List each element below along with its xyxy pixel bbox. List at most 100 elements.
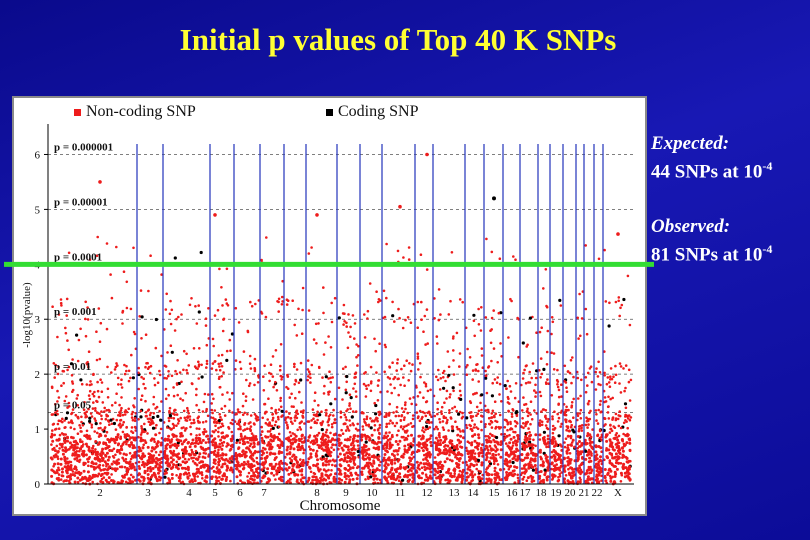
noncoding-snp-point — [596, 466, 600, 470]
noncoding-snp-point — [480, 408, 483, 412]
noncoding-snp-point — [338, 472, 341, 476]
noncoding-snp-point — [404, 318, 407, 322]
noncoding-snp-point — [247, 480, 251, 484]
noncoding-snp-point — [330, 469, 333, 472]
noncoding-snp-point — [506, 421, 510, 424]
noncoding-snp-point — [121, 442, 125, 446]
noncoding-snp-point — [556, 467, 560, 471]
noncoding-snp-point — [94, 473, 98, 477]
noncoding-snp-point — [436, 464, 440, 468]
noncoding-snp-point — [110, 462, 114, 466]
noncoding-snp-point — [146, 409, 150, 412]
noncoding-snp-point — [133, 425, 137, 429]
noncoding-snp-point — [505, 451, 509, 455]
noncoding-snp-point — [470, 443, 474, 447]
noncoding-snp-point — [180, 431, 183, 435]
noncoding-snp-point — [545, 350, 549, 354]
noncoding-snp-point — [211, 443, 215, 447]
noncoding-snp-point — [105, 242, 109, 245]
noncoding-snp-point — [312, 417, 315, 421]
noncoding-snp-point — [347, 464, 351, 467]
noncoding-snp-point — [242, 350, 246, 353]
noncoding-snp-point — [332, 475, 336, 479]
noncoding-snp-point — [180, 434, 184, 438]
noncoding-snp-point — [438, 480, 442, 483]
noncoding-snp-point — [191, 442, 195, 445]
noncoding-snp-point — [533, 464, 537, 467]
noncoding-snp-point — [225, 434, 229, 438]
noncoding-snp-point — [59, 301, 63, 305]
noncoding-snp-point — [76, 480, 80, 484]
noncoding-snp-point — [374, 447, 378, 451]
noncoding-snp-point — [564, 474, 568, 477]
noncoding-snp-point — [497, 475, 501, 479]
noncoding-snp-point — [511, 469, 515, 473]
noncoding-snp-point — [288, 457, 292, 460]
noncoding-snp-point — [188, 418, 192, 421]
noncoding-snp-point — [107, 455, 111, 459]
noncoding-snp-point — [564, 420, 568, 424]
noncoding-snp-point — [307, 309, 311, 312]
noncoding-snp-point — [619, 480, 623, 483]
coding-snp-point — [584, 449, 588, 453]
noncoding-snp-point — [99, 378, 102, 382]
noncoding-snp-point — [411, 476, 415, 479]
noncoding-snp-point — [76, 476, 80, 480]
noncoding-snp-point — [322, 440, 326, 443]
noncoding-snp-point — [300, 468, 304, 471]
noncoding-snp-point — [71, 452, 75, 456]
noncoding-snp-point — [528, 437, 532, 441]
noncoding-snp-point — [360, 435, 364, 438]
noncoding-snp-point — [550, 394, 554, 397]
noncoding-snp-point — [443, 440, 446, 444]
noncoding-snp-point — [403, 384, 406, 388]
noncoding-snp-point — [345, 380, 349, 384]
noncoding-snp-point — [485, 237, 488, 241]
noncoding-snp-point — [288, 396, 292, 399]
noncoding-snp-point — [150, 474, 154, 477]
noncoding-snp-point — [91, 407, 95, 410]
noncoding-snp-point — [595, 367, 598, 370]
noncoding-snp-point — [175, 317, 178, 321]
noncoding-snp-point — [442, 416, 446, 420]
noncoding-snp-point — [514, 458, 518, 462]
noncoding-snp-point — [87, 464, 90, 468]
noncoding-snp-point — [473, 334, 477, 338]
noncoding-snp-point — [206, 434, 209, 438]
noncoding-snp-point — [277, 462, 281, 466]
noncoding-snp-point — [260, 425, 264, 429]
noncoding-snp-point — [192, 421, 196, 425]
noncoding-snp-point — [220, 407, 223, 411]
noncoding-snp-point — [241, 449, 245, 453]
coding-snp-point — [492, 196, 496, 201]
noncoding-snp-point — [294, 434, 298, 438]
noncoding-snp-point — [532, 438, 535, 442]
noncoding-snp-point — [69, 477, 73, 481]
noncoding-snp-point — [274, 420, 278, 424]
noncoding-snp-point — [51, 439, 55, 443]
noncoding-snp-point — [577, 470, 581, 473]
noncoding-snp-point — [332, 421, 336, 425]
noncoding-snp-point — [253, 369, 257, 373]
noncoding-snp-point — [426, 478, 430, 482]
noncoding-snp-point — [525, 440, 528, 444]
noncoding-snp-point — [544, 415, 547, 419]
noncoding-snp-point — [354, 390, 358, 393]
noncoding-snp-point — [567, 471, 571, 475]
noncoding-snp-point — [538, 450, 542, 454]
noncoding-snp-point — [346, 346, 350, 350]
noncoding-snp-point — [612, 448, 616, 452]
noncoding-snp-point — [140, 394, 144, 398]
noncoding-snp-point — [164, 446, 168, 450]
noncoding-snp-point — [579, 394, 582, 398]
noncoding-snp-point — [450, 251, 454, 254]
noncoding-snp-point — [415, 460, 419, 464]
noncoding-snp-point — [94, 462, 98, 466]
noncoding-snp-point — [412, 396, 415, 399]
noncoding-snp-point — [553, 426, 557, 430]
noncoding-snp-point — [446, 444, 450, 448]
noncoding-snp-point — [157, 453, 161, 457]
coding-snp-point — [607, 324, 611, 328]
noncoding-snp-point — [465, 446, 468, 450]
noncoding-snp-point — [285, 463, 289, 466]
